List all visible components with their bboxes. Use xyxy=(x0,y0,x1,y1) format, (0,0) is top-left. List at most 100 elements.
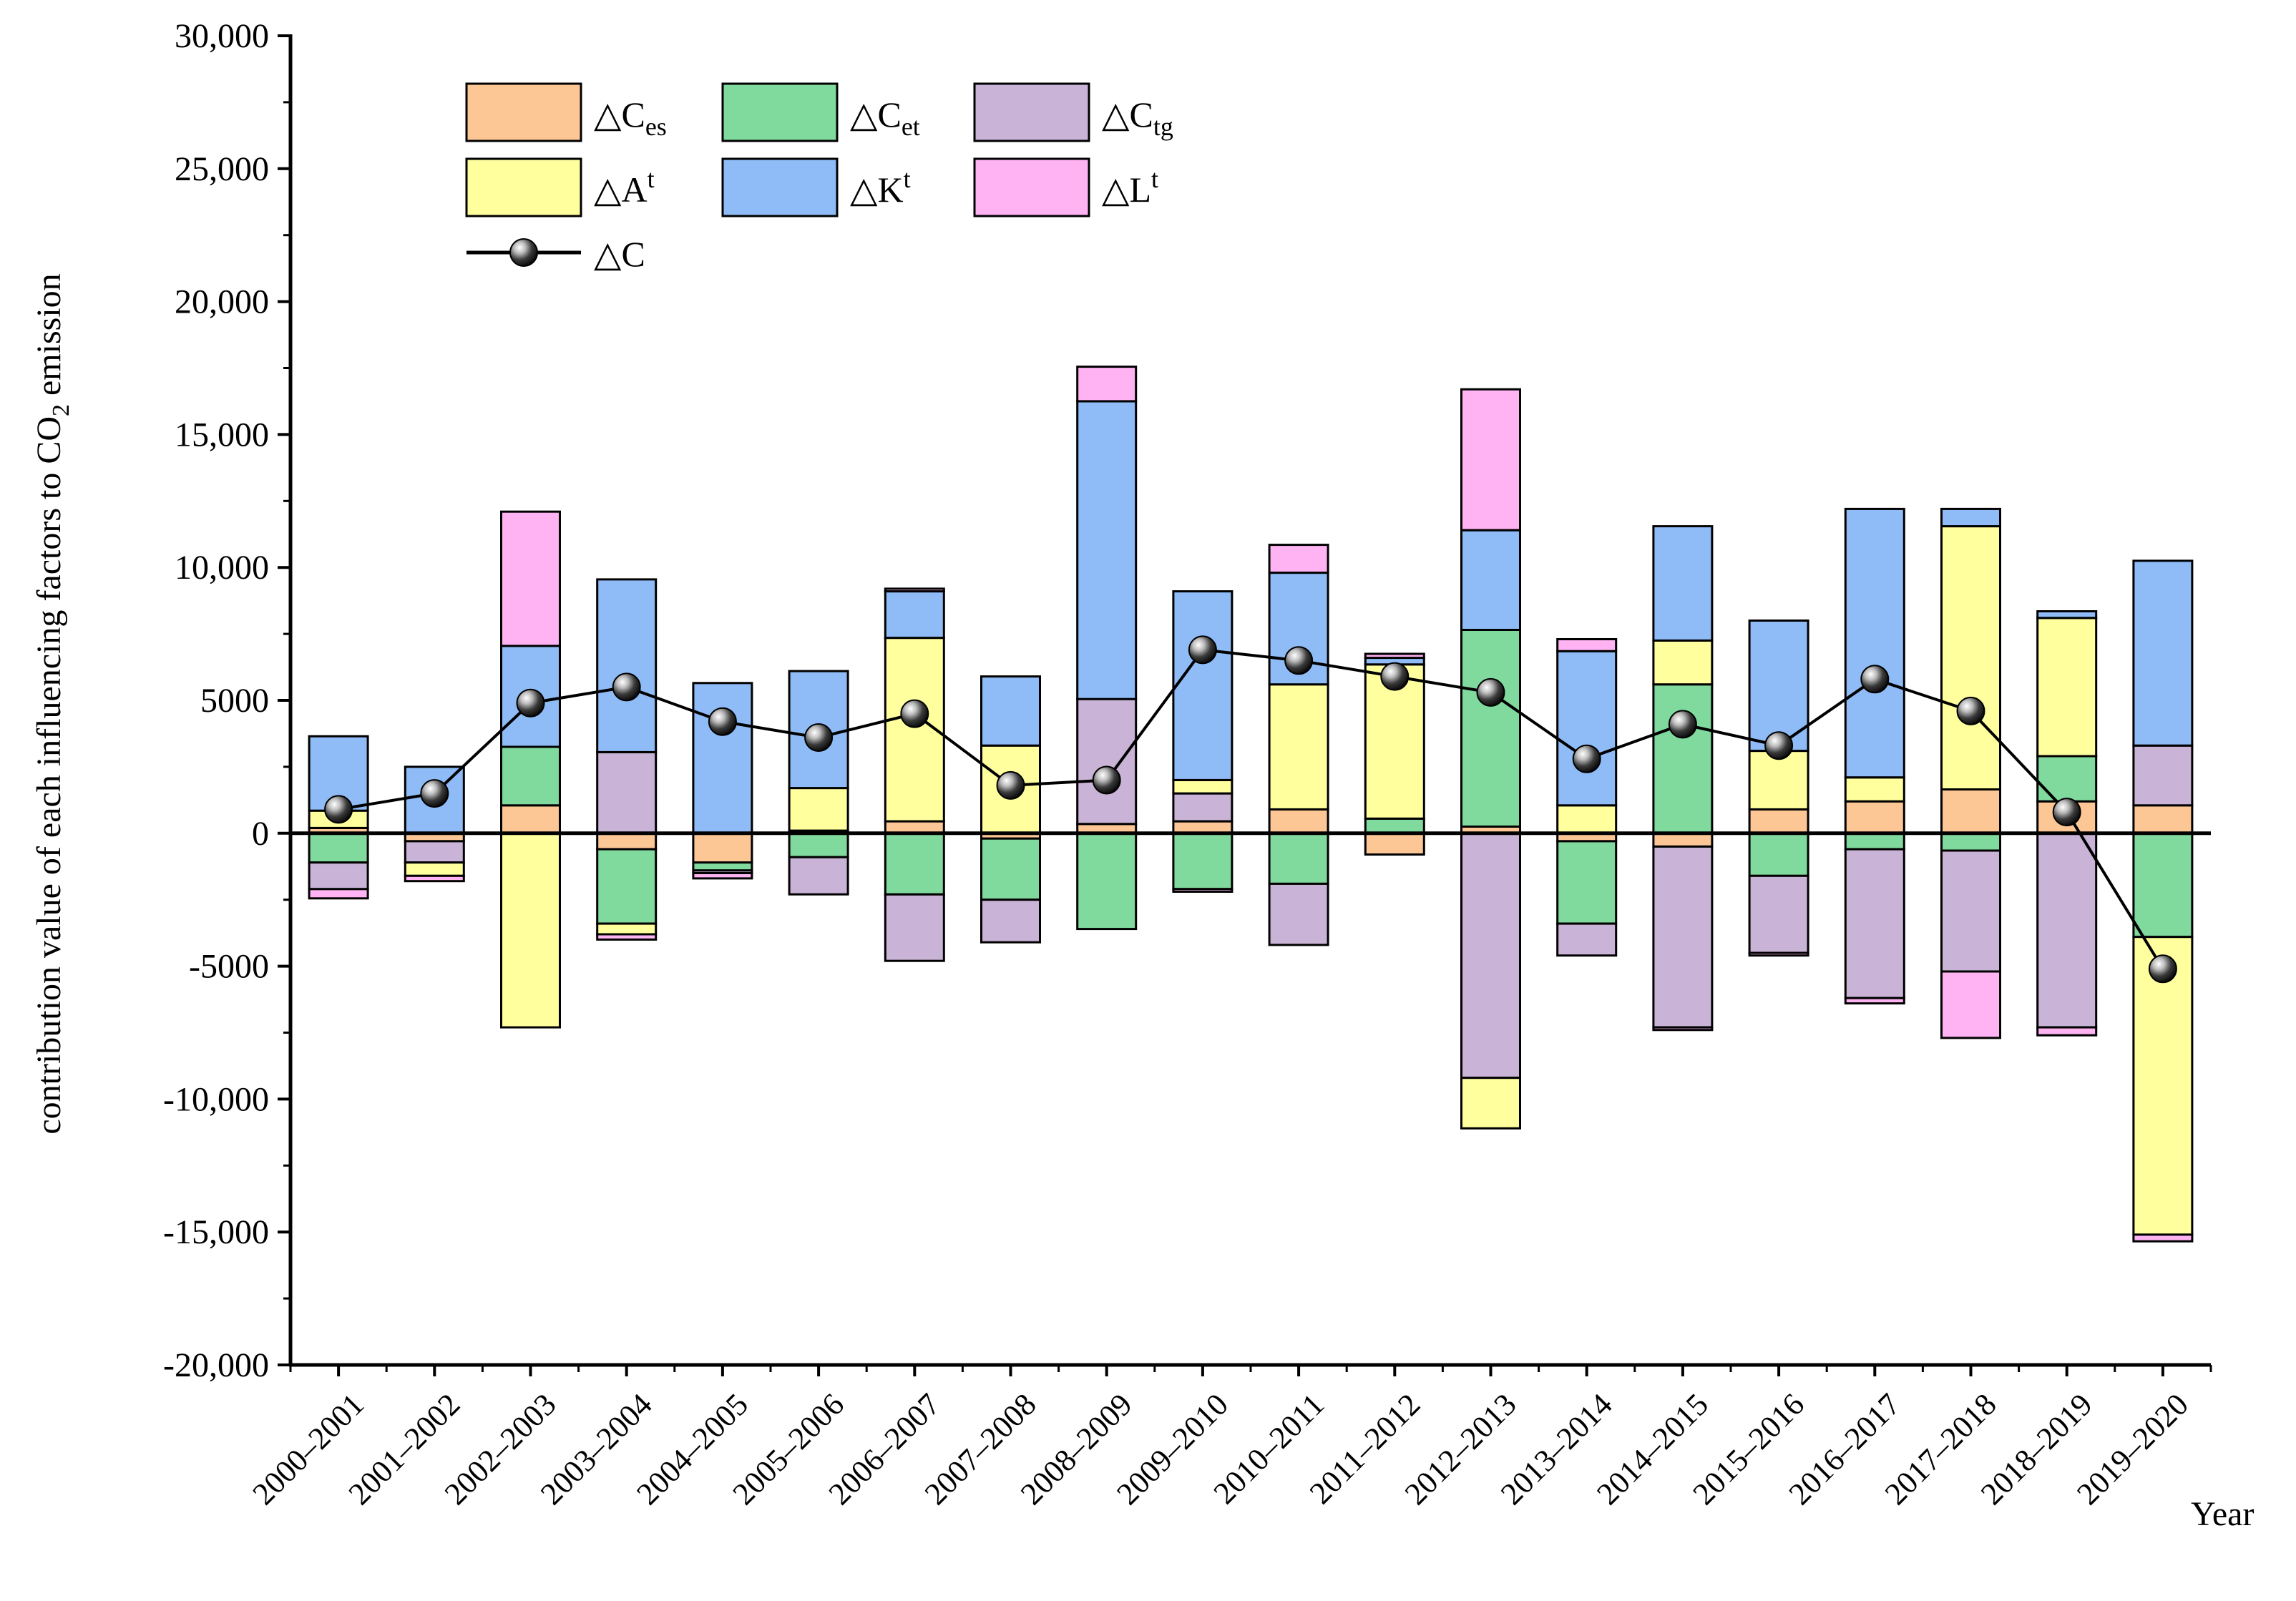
bar-segment-cet xyxy=(1652,683,1714,835)
bar-segment-ctg xyxy=(1076,697,1138,826)
delta-c-point xyxy=(996,770,1025,800)
bar-segment-kt xyxy=(2132,559,2194,747)
bar-segment-ces xyxy=(1268,808,1329,835)
bar-segment-cet xyxy=(596,848,658,925)
bar-segment-ctg xyxy=(404,840,465,864)
bar-segment-kt xyxy=(1844,507,1905,779)
bar-segment-ctg xyxy=(980,899,1041,944)
bar-segment-ces xyxy=(1940,788,2001,835)
delta-c-point xyxy=(1380,662,1410,691)
delta-c-point xyxy=(1284,646,1314,675)
bar-segment-cet xyxy=(2132,832,2194,939)
bar-segment-lt xyxy=(308,888,369,900)
delta-c-point xyxy=(1092,765,1121,795)
legend-marker-delta-c xyxy=(509,238,538,267)
delta-c-point xyxy=(1764,731,1794,760)
legend-label-kt: △Kt xyxy=(850,165,911,210)
y-tick-label: 20,000 xyxy=(175,283,269,321)
bar-segment-kt xyxy=(1460,529,1521,632)
y-axis-title: contribution value of each influencing f… xyxy=(30,273,74,1134)
y-tick-label: 0 xyxy=(252,815,269,853)
bar-segment-at xyxy=(1748,750,1809,811)
bar-segment-lt xyxy=(1556,638,1618,652)
bar-segment-ces xyxy=(2132,804,2194,835)
bar-segment-cet xyxy=(308,832,369,864)
bar-segment-lt xyxy=(2036,1026,2098,1037)
y-tick-label: 25,000 xyxy=(175,150,269,188)
bar-segment-ces xyxy=(884,820,945,835)
bar-segment-at xyxy=(404,861,465,877)
bar-segment-lt xyxy=(1940,970,2001,1039)
bar-segment-ctg xyxy=(1748,874,1809,954)
legend-swatch-kt xyxy=(721,157,839,217)
bar-segment-lt xyxy=(500,510,561,647)
bar-segment-ctg xyxy=(1172,792,1234,823)
bar-segment-ctg xyxy=(1460,832,1521,1079)
bar-segment-kt xyxy=(1748,620,1809,753)
bar-segment-lt xyxy=(1844,997,1905,1005)
bar-segment-cet xyxy=(1748,832,1809,877)
bar-segment-ctg xyxy=(1940,849,2001,973)
bar-segment-lt xyxy=(1748,951,1809,957)
legend-label-lt: △Lt xyxy=(1102,165,1158,210)
bar-segment-kt xyxy=(980,675,1041,747)
bar-segment-at xyxy=(1844,776,1905,803)
legend-swatch-ctg xyxy=(973,82,1090,142)
bar-segment-kt xyxy=(2036,610,2098,620)
bar-segment-cet xyxy=(1844,832,1905,851)
y-tick-label: -5000 xyxy=(189,948,269,986)
bar-segment-lt xyxy=(1076,366,1138,403)
legend-swatch-cet xyxy=(721,82,839,142)
bar-segment-at xyxy=(1460,1077,1521,1130)
bar-segment-ces xyxy=(500,804,561,835)
bar-segment-cet xyxy=(692,861,753,872)
delta-c-point xyxy=(420,779,449,808)
bar-segment-at xyxy=(1268,683,1329,811)
bar-segment-ces xyxy=(596,832,658,851)
bar-segment-at xyxy=(788,787,849,832)
y-tick-label: -10,000 xyxy=(163,1080,269,1118)
bar-segment-at xyxy=(1652,639,1714,686)
legend-swatch-lt xyxy=(973,157,1090,217)
y-tick-label: -20,000 xyxy=(163,1346,269,1384)
y-tick-label: 15,000 xyxy=(175,416,269,454)
bar-segment-cet xyxy=(1076,832,1138,931)
bar-segment-lt xyxy=(1172,888,1234,893)
bar-segment-ctg xyxy=(1556,922,1618,957)
delta-c-line xyxy=(338,648,2164,970)
bar-segment-at xyxy=(1172,779,1234,795)
legend-label-ces: △Ces xyxy=(594,94,667,141)
bar-segment-cet xyxy=(1268,832,1329,885)
y-tick-label: 5000 xyxy=(200,682,269,720)
bar-segment-cet xyxy=(1940,832,2001,852)
bar-segment-ctg xyxy=(308,861,369,891)
bar-segment-ctg xyxy=(2132,744,2194,807)
y-tick-label: 30,000 xyxy=(175,17,269,55)
bar-segment-ctg xyxy=(596,751,658,835)
bar-segment-at xyxy=(1556,804,1618,835)
bar-segment-kt xyxy=(1940,507,2001,528)
delta-c-point xyxy=(1188,635,1217,665)
delta-c-point xyxy=(1572,744,1601,773)
bar-segment-ctg xyxy=(884,893,945,962)
legend-label-cet: △Cet xyxy=(850,94,920,141)
x-axis-title: Year xyxy=(2191,1495,2254,1533)
delta-c-point xyxy=(2148,954,2177,984)
bar-segment-ces xyxy=(1172,820,1234,835)
bar-segment-cet xyxy=(884,832,945,896)
bar-segment-kt xyxy=(692,682,753,835)
bar-segment-kt xyxy=(1076,400,1138,700)
bar-segment-ctg xyxy=(1652,845,1714,1029)
bar-segment-lt xyxy=(1652,1026,1714,1032)
bar-segment-lt xyxy=(692,872,753,880)
bar-segment-ces xyxy=(1364,832,1425,856)
bar-segment-ces xyxy=(692,832,753,864)
bar-segment-lt xyxy=(1460,388,1521,532)
legend-label-ctg: △Ctg xyxy=(1102,94,1173,141)
bar-segment-kt xyxy=(596,578,658,753)
delta-c-point xyxy=(324,795,353,824)
bar-segment-kt xyxy=(1556,650,1618,807)
bar-segment-cet xyxy=(788,832,849,858)
bar-segment-ctg xyxy=(2036,832,2098,1029)
